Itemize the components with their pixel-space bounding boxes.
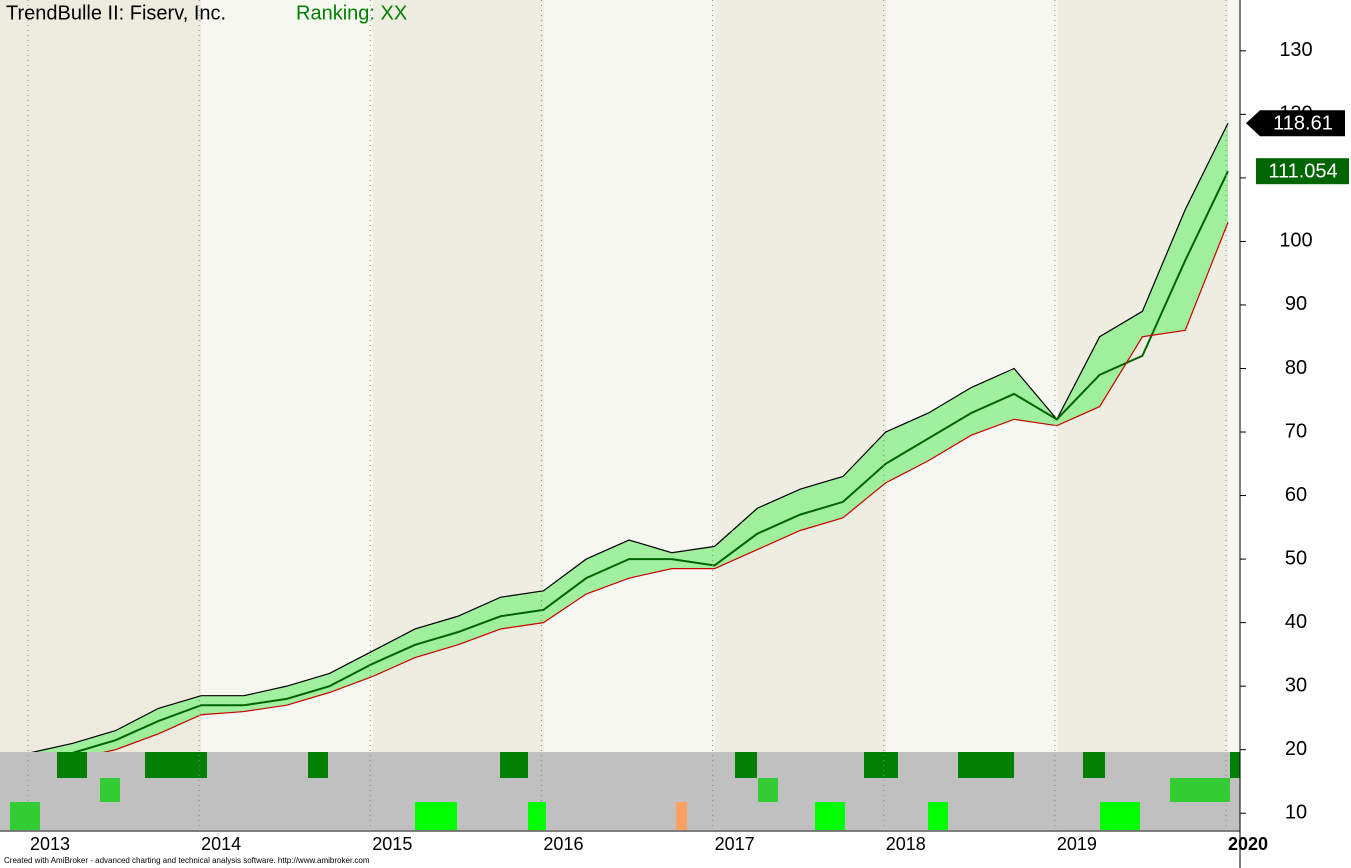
y-tick-label: 10 [1285, 801, 1307, 823]
ribbon-cell [100, 778, 120, 802]
band [1228, 0, 1240, 831]
value-tag [1246, 110, 1345, 137]
footer: Created with AmiBroker - advanced charti… [4, 856, 370, 865]
ribbon-cell [1083, 752, 1105, 778]
x-tick-label: 2017 [715, 834, 755, 854]
x-tick-label: 2013 [30, 834, 70, 854]
ribbon-cell [145, 752, 207, 778]
series-line [29, 122, 1229, 754]
y-tick-label: 100 [1279, 230, 1312, 252]
y-tick-label: 20 [1285, 738, 1307, 760]
plot [29, 122, 1229, 767]
ribbon-cell [864, 752, 898, 778]
y-tick-label: 50 [1285, 547, 1307, 569]
value-tag [1256, 158, 1349, 185]
ribbon-cell [676, 802, 687, 830]
band [544, 0, 715, 831]
x-tick-label: 2018 [886, 834, 926, 854]
ribbon-cell [308, 752, 328, 778]
value-label: 111.054 [1268, 160, 1337, 182]
ribbon-cell [735, 752, 757, 778]
ribbon-cell [815, 802, 845, 830]
x-tick-label: 2015 [372, 834, 412, 854]
x-tick-label: 2020 [1228, 834, 1268, 854]
ribbon-cell [10, 802, 40, 830]
series-line [29, 170, 1229, 761]
ribbon-cell [415, 802, 457, 830]
y-tick-label: 40 [1285, 611, 1307, 633]
chart-title: TrendBulle II: Fiserv, Inc. [6, 2, 226, 24]
ribbon-cell [528, 802, 546, 830]
y-tick-label: 30 [1285, 674, 1307, 696]
band [715, 0, 886, 831]
ribbon-cell [1170, 778, 1230, 802]
band [373, 0, 544, 831]
x-tick-label: 2019 [1057, 834, 1097, 854]
y-tick-label: 70 [1285, 420, 1307, 442]
signal-ribbon [0, 752, 1240, 830]
series-line [29, 222, 1229, 767]
ribbon-cell [57, 752, 87, 778]
ribbon-cell [758, 778, 778, 802]
value-label: 118.61 [1273, 112, 1333, 134]
ribbon-cell [928, 802, 948, 830]
chart-subtitle: Ranking: XX [296, 2, 407, 24]
ribbon-cell [500, 752, 528, 778]
band [1058, 0, 1228, 831]
band [0, 0, 201, 831]
ribbon-cell [1100, 802, 1140, 830]
ribbon-cell [1230, 752, 1240, 778]
ribbon-cell [958, 752, 1014, 778]
y-tick-label: 130 [1279, 39, 1312, 61]
x-tick-label: 2014 [201, 834, 241, 854]
y-tick-label: 90 [1285, 293, 1307, 315]
y-tick-label: 80 [1285, 357, 1307, 379]
x-tick-label: 2016 [543, 834, 583, 854]
y-tick-label: 60 [1285, 484, 1307, 506]
